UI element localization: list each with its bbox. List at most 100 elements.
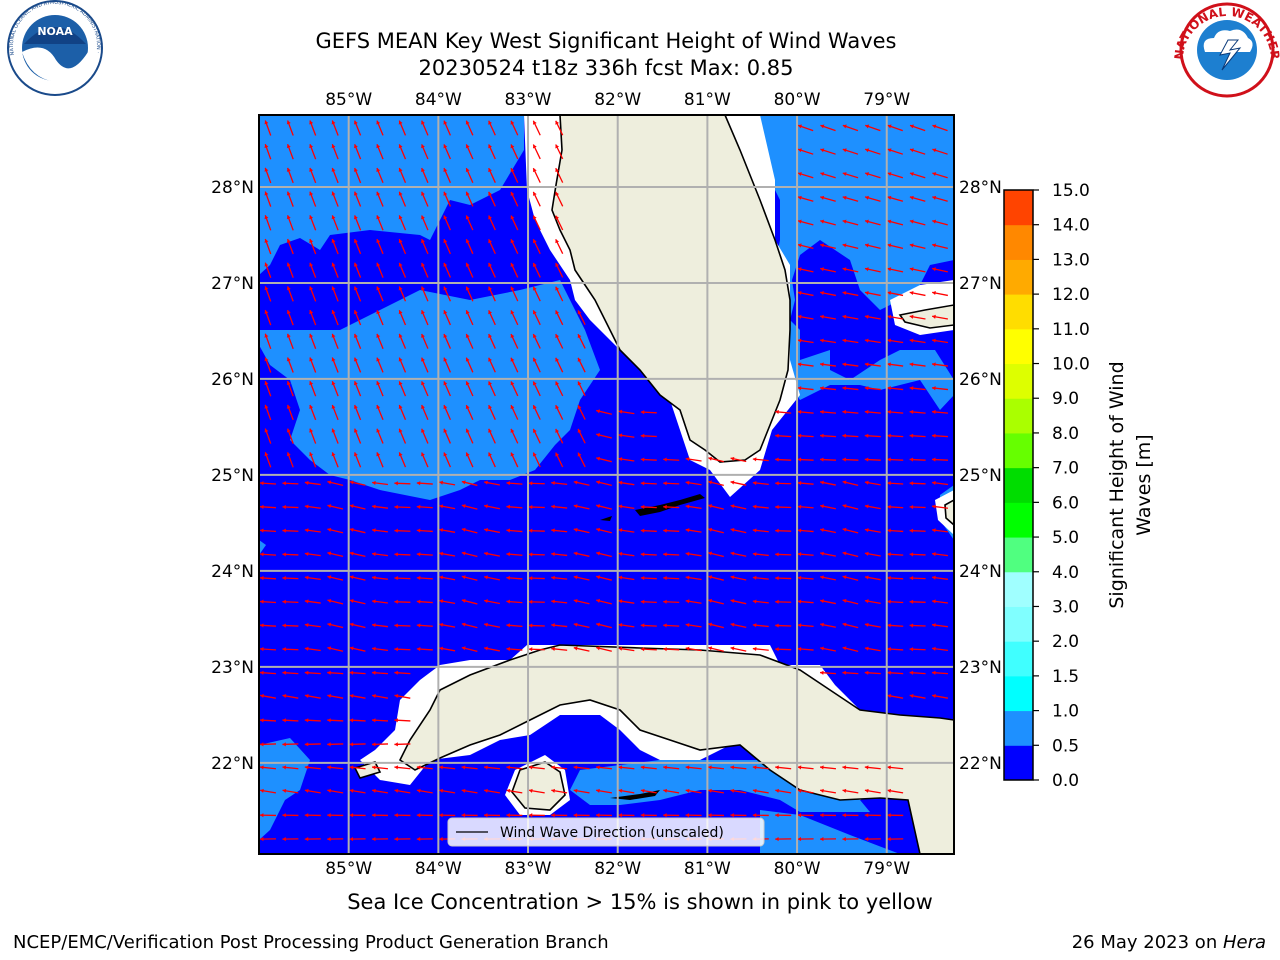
direction-arrowhead (573, 622, 578, 627)
direction-arrowhead (327, 837, 331, 842)
run-date: 26 May 2023 on Hera (1072, 932, 1266, 953)
colorbar-segment (1004, 502, 1033, 538)
direction-arrowhead (260, 623, 264, 628)
direction-arrowhead (798, 124, 802, 129)
colorbar-tick-label: 12.0 (1052, 285, 1090, 305)
direction-arrowhead (775, 623, 779, 628)
direction-arrowhead (510, 405, 515, 410)
direction-arrowhead (260, 718, 264, 723)
direction-arrowhead (864, 670, 869, 675)
direction-arrowhead (260, 670, 264, 675)
direction-arrowhead (372, 551, 376, 557)
direction-arrowhead (752, 575, 757, 580)
direction-arrowhead (331, 452, 336, 457)
direction-arrowhead (775, 788, 780, 793)
direction-arrowhead (532, 310, 537, 315)
direction-arrowhead (532, 239, 537, 244)
direction-arrowhead (864, 433, 869, 438)
direction-arrowhead (532, 405, 537, 410)
direction-arrowhead (887, 124, 892, 129)
direction-arrowhead (398, 215, 403, 220)
direction-arrowhead (797, 504, 802, 509)
direction-arrowhead (331, 286, 336, 291)
direction-arrowhead (376, 120, 381, 125)
direction-arrowhead (618, 433, 623, 438)
lat-label-right: 27°N (959, 274, 1002, 294)
direction-arrowhead (416, 647, 421, 652)
direction-arrowhead (484, 788, 488, 793)
direction-arrowhead (282, 576, 286, 581)
direction-arrowhead (663, 813, 667, 818)
direction-arrowhead (421, 333, 425, 338)
direction-arrowhead (398, 452, 403, 457)
direction-arrowhead (932, 124, 937, 129)
colorbar-segment (1004, 537, 1033, 573)
direction-arrowhead (887, 647, 891, 652)
direction-arrowhead (421, 120, 425, 125)
direction-arrowhead (528, 504, 533, 510)
direction-arrowhead (286, 144, 291, 149)
direction-arrowhead (349, 718, 354, 723)
direction-arrowhead (596, 527, 601, 532)
direction-arrowhead (304, 742, 309, 747)
direction-arrowhead (663, 765, 667, 770)
direction-arrowhead (555, 452, 560, 457)
direction-arrowhead (510, 334, 515, 339)
direction-arrowhead (309, 310, 314, 315)
direction-arrowhead (416, 599, 421, 604)
direction-arrowhead (264, 452, 269, 457)
direction-arrowhead (304, 788, 309, 793)
direction-arrowhead (887, 813, 891, 818)
colorbar-tick-label: 1.5 (1052, 667, 1079, 687)
direction-arrowhead (932, 457, 936, 462)
direction-arrowhead (573, 788, 578, 793)
direction-arrowhead (618, 409, 623, 414)
direction-arrowhead (353, 167, 358, 172)
direction-arrowhead (331, 120, 336, 125)
direction-arrowhead (864, 551, 869, 556)
colorbar-segment (1004, 606, 1033, 642)
direction-arrowhead (752, 480, 757, 486)
direction-arrowhead (461, 813, 466, 818)
direction-arrowhead (264, 120, 269, 125)
direction-arrowhead (532, 286, 537, 291)
direction-arrowhead (820, 527, 824, 533)
direction-arrowhead (260, 647, 264, 652)
lat-label-right: 28°N (959, 178, 1002, 198)
direction-arrowhead (506, 575, 511, 580)
direction-arrowhead (510, 215, 515, 220)
direction-arrowhead (331, 333, 336, 338)
colorbar-tick-label: 2.0 (1052, 632, 1079, 652)
direction-arrowhead (909, 670, 914, 675)
direction-arrowhead (394, 599, 398, 604)
direction-arrowhead (304, 693, 309, 699)
direction-arrowhead (510, 310, 515, 315)
direction-arrowhead (887, 693, 892, 699)
direction-arrowhead (663, 528, 667, 533)
direction-arrowhead (443, 191, 448, 196)
direction-arrowhead (488, 168, 492, 173)
direction-arrowhead (618, 457, 623, 462)
lon-label-top: 85°W (325, 90, 372, 110)
direction-arrowhead (663, 647, 667, 652)
direction-arrowhead (372, 599, 376, 604)
lat-label-left: 24°N (211, 562, 254, 582)
direction-arrowhead (685, 765, 690, 770)
lon-label-bottom: 83°W (505, 859, 552, 879)
direction-arrowhead (932, 219, 937, 224)
direction-arrowhead (398, 191, 403, 196)
direction-arrowhead (282, 765, 287, 770)
direction-arrowhead (842, 457, 846, 462)
direction-arrowhead (264, 333, 269, 338)
direction-arrowhead (577, 428, 582, 433)
direction-arrowhead (932, 409, 936, 415)
direction-arrowhead (465, 381, 470, 386)
direction-arrowhead (349, 551, 354, 556)
direction-arrowhead (376, 404, 381, 409)
direction-arrowhead (286, 262, 291, 267)
direction-arrowhead (443, 239, 448, 244)
direction-arrowhead (730, 599, 735, 604)
direction-arrowhead (264, 310, 269, 315)
direction-arrowhead (685, 551, 690, 556)
direction-arrowhead (327, 480, 332, 485)
